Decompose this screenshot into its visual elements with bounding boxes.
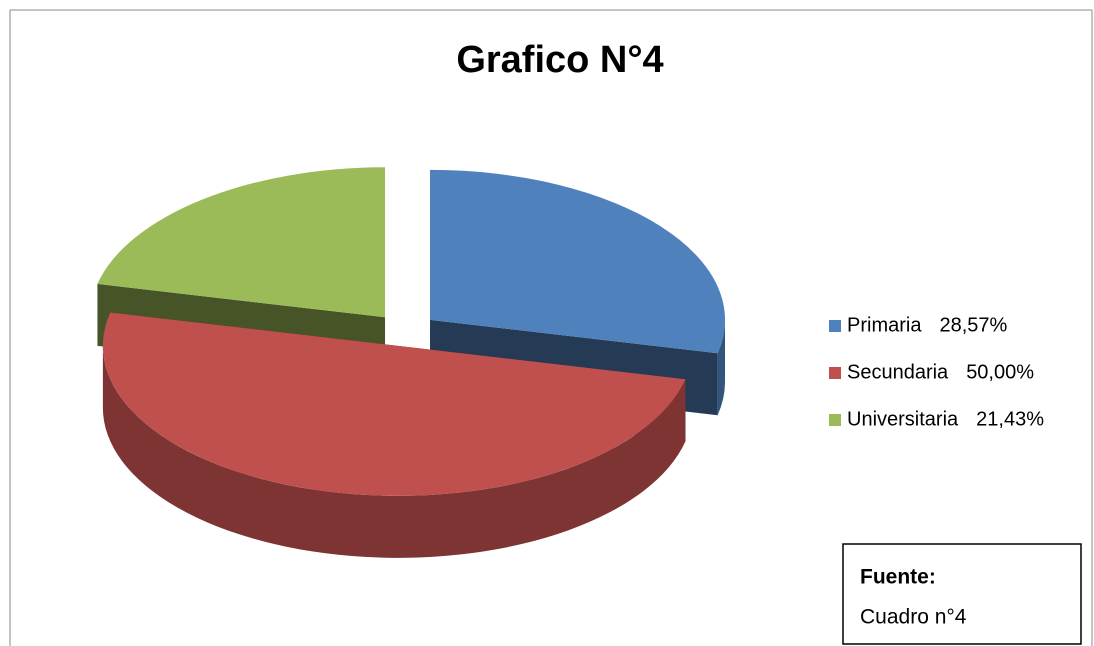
legend-label: Secundaria — [847, 361, 949, 383]
slice-side — [102, 345, 686, 558]
source-text: Cuadro n°4 — [860, 606, 967, 629]
legend-swatch — [829, 320, 841, 332]
source-title: Fuente: — [860, 566, 936, 589]
legend-value: 21,43% — [976, 408, 1044, 430]
legend-value: 50,00% — [966, 361, 1034, 383]
pie-slice — [430, 169, 726, 354]
pie-slice — [97, 167, 386, 318]
legend-swatch — [829, 414, 841, 426]
source-box — [842, 543, 1082, 645]
legend-label: Universitaria — [847, 408, 959, 430]
chart-title: Grafico N°4 — [456, 39, 663, 81]
legend-swatch — [829, 367, 841, 379]
legend-label: Primaria — [847, 314, 922, 336]
slice-side — [717, 319, 726, 416]
legend-value: 28,57% — [939, 314, 1007, 336]
pie-slice — [102, 312, 686, 496]
